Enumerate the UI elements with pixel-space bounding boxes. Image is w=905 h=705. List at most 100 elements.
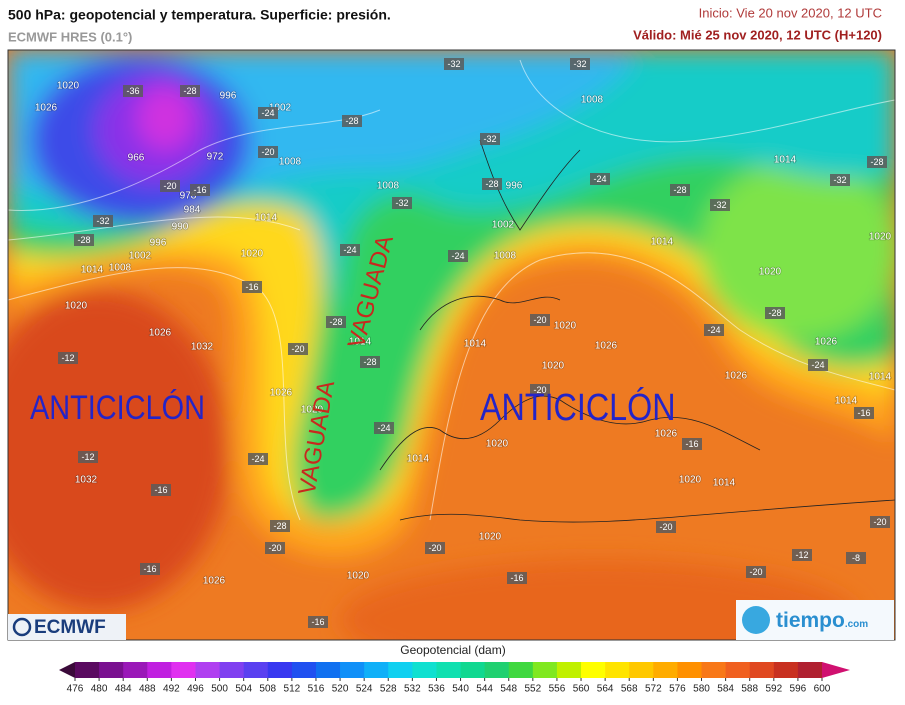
temperature-label: -20 <box>291 344 304 354</box>
colorbar-swatch <box>315 662 341 678</box>
temperature-box <box>482 178 502 190</box>
colorbar-swatch <box>653 662 678 678</box>
temperature-box <box>180 85 200 97</box>
colorbar-cap <box>822 662 850 678</box>
colorbar-tick-label: 508 <box>259 684 276 695</box>
temperature-box <box>656 521 676 533</box>
colorbar-swatch <box>123 662 148 678</box>
temperature-box <box>265 542 285 554</box>
pressure-label: 1026 <box>149 328 172 339</box>
pressure-label: 1020 <box>347 571 370 582</box>
temperature-box <box>846 552 866 564</box>
colorbar-swatch <box>388 662 413 678</box>
colorbar-tick-label: 600 <box>814 684 831 695</box>
colorbar-tick-label: 568 <box>621 684 638 695</box>
pressure-label: 1020 <box>554 321 577 332</box>
pressure-label: 1014 <box>774 155 797 166</box>
pressure-label: 1020 <box>241 249 264 260</box>
temperature-box <box>140 563 160 575</box>
tiempo-word: tiempo <box>776 609 845 632</box>
colorbar-tick-label: 504 <box>235 684 252 695</box>
colorbar-tick-label: 560 <box>573 684 590 695</box>
temperature-box <box>340 244 360 256</box>
pressure-label: 1014 <box>349 337 372 348</box>
tiempo-logo-icon <box>742 606 770 634</box>
colorbar: 476 480 484 488 492 496 500 504 508 512 516 520 524 5… <box>59 662 850 695</box>
colorbar-swatch <box>581 662 606 678</box>
pressure-label: 1020 <box>679 475 702 486</box>
temperature-label: -12 <box>61 353 74 363</box>
pressure-label: 1014 <box>81 265 104 276</box>
init-time: Inicio: Vie 20 nov 2020, 12 UTC <box>699 5 882 20</box>
pressure-label: 1002 <box>129 251 152 262</box>
colorbar-tick-label: 584 <box>717 684 734 695</box>
temperature-label: -20 <box>261 147 274 157</box>
pressure-label: 1032 <box>75 475 98 486</box>
colorbar-swatch <box>75 662 100 678</box>
temperature-box <box>746 566 766 578</box>
pressure-label: 1008 <box>279 157 302 168</box>
temperature-label: -24 <box>451 251 464 261</box>
temperature-label: -28 <box>363 357 376 367</box>
colorbar-tick-label: 484 <box>115 684 132 695</box>
temperature-label: -32 <box>447 59 460 69</box>
temperature-label: -36 <box>126 86 139 96</box>
temperature-label: -28 <box>273 521 286 531</box>
colorbar-tick-label: 572 <box>645 684 662 695</box>
temperature-box <box>78 451 98 463</box>
colorbar-swatch <box>147 662 172 678</box>
temperature-label: -16 <box>685 439 698 449</box>
temperature-label: -16 <box>143 564 156 574</box>
temperature-label: -12 <box>795 550 808 560</box>
colorbar-swatch <box>460 662 486 678</box>
colorbar-tick-label: 576 <box>669 684 686 695</box>
pressure-label: 1026 <box>203 576 226 587</box>
temperature-box <box>258 146 278 158</box>
temperature-label: -16 <box>193 185 206 195</box>
temperature-box <box>242 281 262 293</box>
temperature-box <box>670 184 690 196</box>
temperature-box <box>270 520 290 532</box>
temperature-box <box>392 197 412 209</box>
temperature-label: -32 <box>96 216 109 226</box>
colorbar-swatch <box>171 662 196 678</box>
pressure-label: 1020 <box>301 405 324 416</box>
pressure-label: 972 <box>207 152 224 163</box>
pressure-label: 1008 <box>377 181 400 192</box>
colorbar-swatch <box>605 662 630 678</box>
colorbar-swatch <box>99 662 124 678</box>
map-field <box>8 50 895 640</box>
temperature-box <box>425 542 445 554</box>
temperature-box <box>123 85 143 97</box>
temperature-box <box>765 307 785 319</box>
colorbar-tick-label: 524 <box>356 684 373 695</box>
pressure-label: 1020 <box>65 301 88 312</box>
temperature-box <box>58 352 78 364</box>
pressure-label: 1020 <box>869 232 892 243</box>
pressure-label: 1026 <box>270 388 293 399</box>
colorbar-swatch <box>629 662 654 678</box>
temperature-box <box>530 384 550 396</box>
pressure-label: 1020 <box>486 439 509 450</box>
colorbar-swatch <box>484 662 510 678</box>
pressure-label: 1008 <box>581 95 604 106</box>
temperature-label: -24 <box>343 245 356 255</box>
temperature-box <box>808 359 828 371</box>
colorbar-swatch <box>219 662 245 678</box>
pressure-label: 1026 <box>35 103 58 114</box>
temperature-box <box>867 156 887 168</box>
colorbar-swatch <box>436 662 462 678</box>
colorbar-tick-label: 492 <box>163 684 180 695</box>
colorbar-tick-label: 552 <box>524 684 541 695</box>
temperature-box <box>190 184 210 196</box>
temperature-label: -20 <box>659 522 672 532</box>
temperature-label: -32 <box>713 200 726 210</box>
temperature-label: -24 <box>707 325 720 335</box>
temperature-label: -20 <box>533 385 546 395</box>
temperature-box <box>308 616 328 628</box>
temperature-label: -24 <box>811 360 824 370</box>
pressure-label: 1026 <box>655 429 678 440</box>
colorbar-swatch <box>364 662 389 678</box>
colorbar-label: Geopotencial (dam) <box>400 643 505 657</box>
